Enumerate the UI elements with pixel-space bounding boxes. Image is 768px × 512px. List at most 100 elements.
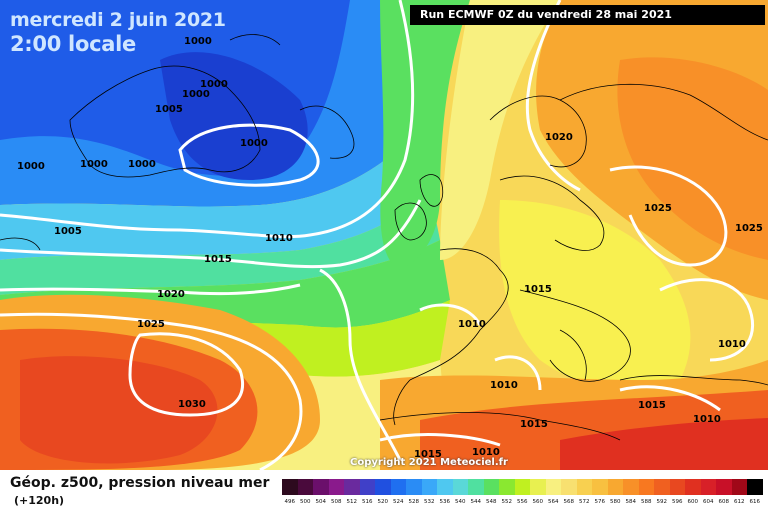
isobar-label: 1025 — [644, 203, 672, 214]
legend-swatch — [514, 479, 530, 495]
isobar-label: 1000 — [182, 89, 210, 100]
forecast-date: mercredi 2 juin 2021 — [10, 9, 226, 31]
isobar-label: 1000 — [240, 138, 268, 149]
legend-swatch — [530, 479, 546, 495]
legend-label: 552 — [501, 499, 513, 505]
legend-label: 588 — [641, 499, 652, 505]
legend-label: 496 — [284, 499, 296, 505]
legend-swatch — [499, 479, 515, 495]
legend-label: 612 — [734, 499, 745, 505]
weather-map: 1000 1000 1005 1000 1000 1000 1000 1000 … — [0, 0, 768, 470]
legend-label: 536 — [439, 499, 451, 505]
legend-label: 520 — [377, 499, 389, 505]
legend-label: 604 — [703, 499, 714, 505]
isobar-label: 1015 — [204, 254, 232, 265]
legend-swatch — [731, 479, 747, 495]
copyright-text: Copyright 2021 Meteociel.fr — [350, 457, 508, 468]
legend-label: 504 — [315, 499, 327, 505]
legend-swatch — [344, 479, 360, 495]
isobars — [0, 0, 755, 470]
legend-label: 548 — [486, 499, 497, 505]
isobar-label: 1015 — [524, 284, 552, 295]
legend-label: 544 — [470, 499, 482, 505]
color-scale-labels: 496 500 504 508 512 516 520 524 528 532 536 540 544 5… — [282, 499, 763, 505]
band-dark-orange-ne — [617, 57, 768, 261]
legend-label: 512 — [346, 499, 358, 505]
legend-swatch — [592, 479, 608, 495]
legend-swatch — [359, 479, 375, 495]
legend-swatch — [421, 479, 437, 495]
legend-swatch — [700, 479, 716, 495]
isobar-label: 1025 — [735, 223, 763, 234]
legend-label: 524 — [393, 499, 404, 505]
isobar-label: 1000 — [128, 159, 156, 170]
legend-label: 572 — [579, 499, 590, 505]
legend-swatch — [654, 479, 670, 495]
legend-swatch — [607, 479, 623, 495]
legend-label: 616 — [749, 499, 761, 505]
legend-swatch — [747, 479, 763, 495]
legend-label: 592 — [656, 499, 668, 505]
isobar-label: 1015 — [414, 449, 442, 460]
legend-swatch — [685, 479, 701, 495]
legend-label: 508 — [331, 499, 342, 505]
legend-swatch — [375, 479, 391, 495]
legend-swatch — [297, 479, 313, 495]
isobar-label: 1010 — [693, 414, 721, 425]
isobar-label: 1005 — [54, 226, 82, 237]
isobar-label: 1010 — [458, 319, 486, 330]
isobar-label: 1000 — [80, 159, 108, 170]
legend-swatch — [452, 479, 468, 495]
color-scale-legend — [282, 479, 763, 495]
band-green-north — [380, 0, 470, 270]
geopotential-map-svg: 1000 1000 1005 1000 1000 1000 1000 1000 … — [0, 0, 768, 470]
isobar-label: 1000 — [200, 79, 228, 90]
isobar-label: 1005 — [155, 104, 183, 115]
legend-swatch — [638, 479, 654, 495]
legend-swatch — [437, 479, 453, 495]
isobar-label: 1010 — [718, 339, 746, 350]
model-run-label: Run ECMWF 0Z du vendredi 28 mai 2021 — [410, 5, 765, 25]
legend-label: 576 — [594, 499, 606, 505]
legend-label: 532 — [424, 499, 435, 505]
field-title: Géop. z500, pression niveau mer — [10, 475, 270, 491]
isobar-label: 1015 — [520, 419, 548, 430]
legend-label: 600 — [687, 499, 699, 505]
band-teal — [0, 190, 440, 295]
coastlines — [0, 34, 768, 441]
isobar-label: 1010 — [472, 447, 500, 458]
legend-swatch — [468, 479, 484, 495]
legend-swatch — [716, 479, 732, 495]
legend-label: 584 — [625, 499, 637, 505]
isobar-label: 1025 — [137, 319, 165, 330]
legend-swatch — [545, 479, 561, 495]
isobar-label: 1030 — [178, 399, 206, 410]
legend-label: 560 — [532, 499, 544, 505]
isobar-label: 1020 — [545, 132, 573, 143]
isobar-label: 1010 — [265, 233, 293, 244]
legend-swatch — [576, 479, 592, 495]
legend-swatch — [328, 479, 344, 495]
isobar-label: 1000 — [184, 36, 212, 47]
band-yellow-europe — [499, 200, 691, 391]
band-dark-red-sw — [20, 356, 218, 464]
legend-swatch — [623, 479, 639, 495]
legend-label: 564 — [548, 499, 559, 505]
legend-label: 556 — [517, 499, 528, 505]
band-dark-red-africa — [560, 418, 768, 470]
isobar-label: 1015 — [638, 400, 666, 411]
isobar-label: 1020 — [157, 289, 185, 300]
legend-swatch — [483, 479, 499, 495]
legend-label: 608 — [718, 499, 730, 505]
legend-label: 568 — [563, 499, 575, 505]
legend-label: 596 — [672, 499, 683, 505]
lead-time: (+120h) — [14, 494, 65, 507]
legend-swatch — [390, 479, 406, 495]
isobar-label: 1010 — [490, 380, 518, 391]
legend-swatch — [282, 479, 298, 495]
isobar-label: 1000 — [17, 161, 45, 172]
band-core-blue — [160, 52, 308, 181]
legend-label: 500 — [300, 499, 311, 505]
legend-label: 516 — [362, 499, 373, 505]
band-yellow-north — [440, 0, 560, 260]
